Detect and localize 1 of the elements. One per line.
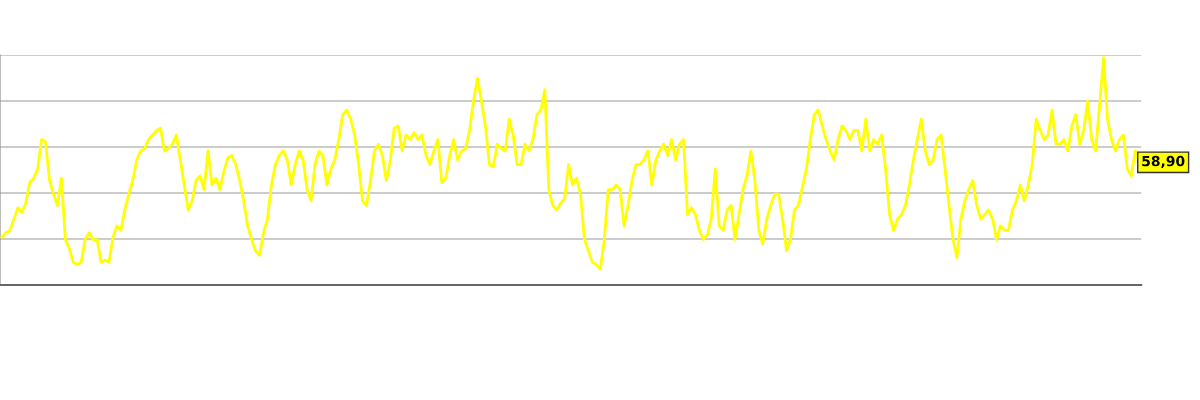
text: 58,90	[1142, 155, 1185, 169]
